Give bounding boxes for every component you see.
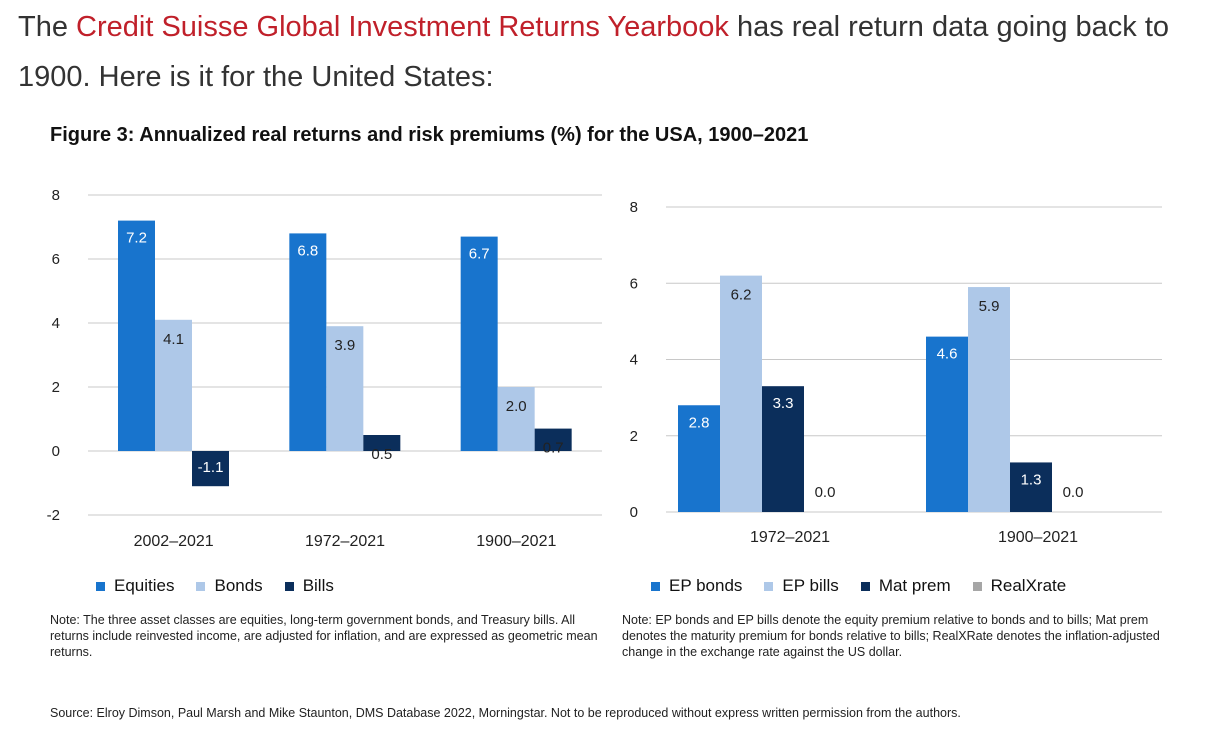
bar-ep-bonds — [678, 405, 720, 512]
legend-label: RealXrate — [990, 576, 1067, 595]
legend-item: EP bonds — [651, 576, 742, 596]
bar-bonds — [497, 387, 535, 451]
bar-value-label: 0.0 — [1063, 484, 1084, 501]
legend-item: RealXrate — [972, 576, 1067, 596]
legend-swatch — [764, 581, 774, 591]
legend-label: Bills — [302, 576, 334, 595]
intro-prefix: The — [18, 11, 77, 43]
source-note: Source: Elroy Dimson, Paul Marsh and Mik… — [50, 706, 961, 720]
legend-label: Equities — [114, 576, 175, 595]
bar-mat-prem — [1010, 462, 1052, 512]
bar-value-label: 4.1 — [163, 331, 184, 348]
note-right: Note: EP bonds and EP bills denote the e… — [622, 613, 1160, 659]
bar-bills — [363, 435, 401, 451]
y-tick-label: -2 — [47, 507, 60, 524]
legend-label: EP bills — [782, 576, 839, 595]
y-tick-label: 0 — [52, 443, 60, 460]
y-tick-label: 8 — [630, 199, 638, 216]
left-chart-legend: Equities Bonds Bills — [96, 576, 356, 596]
legend-label: Mat prem — [878, 576, 951, 595]
y-tick-label: 2 — [630, 428, 638, 445]
legend-swatch — [972, 581, 982, 591]
legend-item: Bonds — [196, 576, 263, 596]
bar-equities — [460, 236, 498, 451]
legend-item: Mat prem — [860, 576, 951, 596]
legend-swatch — [96, 581, 105, 591]
bar-bonds — [326, 326, 364, 451]
bar-mat-prem — [762, 386, 804, 512]
bar-ep-bills — [720, 275, 762, 512]
bar-value-label: 0.0 — [815, 484, 836, 501]
bar-bills — [534, 428, 572, 451]
intro-suffix: has real return data going back to 1900.… — [18, 11, 1170, 93]
x-category-label: 1900–2021 — [476, 533, 556, 550]
y-tick-label: 4 — [52, 315, 60, 332]
legend-swatch — [196, 581, 206, 591]
bar-value-label: 3.9 — [334, 337, 355, 354]
x-category-label: 1900–2021 — [998, 529, 1078, 546]
bar-value-label: 1.3 — [1021, 471, 1042, 488]
right-chart-legend: EP bonds EP bills Mat prem RealXrate — [651, 576, 1088, 596]
intro-paragraph: The Credit Suisse Global Investment Retu… — [18, 2, 1223, 102]
legend-item: EP bills — [764, 576, 839, 596]
legend-swatch — [284, 581, 294, 591]
bar-bonds — [155, 319, 192, 451]
right-bar-chart: 0 2 4 6 8 2.8 6.2 3.3 0.0 1972–2021 4.6 5.9 1.3 0.0 19… — [630, 199, 1162, 546]
left-bar-chart: -2 0 2 4 6 8 7.2 4.1 -1.1 2002–2021 6.8 3.9 0.5 1972–… — [47, 187, 602, 550]
y-tick-label: 0 — [630, 504, 638, 521]
legend-item: Bills — [284, 576, 334, 596]
y-tick-label: 4 — [630, 352, 638, 369]
bar-value-label: 2.8 — [689, 414, 710, 431]
legend-item: Equities — [96, 576, 174, 596]
bar-value-label: 3.3 — [773, 395, 794, 412]
bar-value-label: 4.6 — [937, 346, 958, 363]
y-tick-label: 8 — [52, 187, 60, 204]
legend-label: Bonds — [214, 576, 263, 595]
note-left: Note: The three asset classes are equiti… — [50, 613, 598, 659]
legend-swatch — [651, 581, 660, 591]
y-tick-label: 6 — [630, 275, 638, 292]
bar-equities — [118, 220, 155, 451]
bar-value-label: 5.9 — [979, 298, 1000, 315]
y-tick-label: 2 — [52, 379, 60, 396]
y-tick-label: 6 — [52, 251, 60, 268]
bar-bills — [192, 451, 229, 487]
bar-value-label: 7.2 — [126, 230, 147, 247]
bar-value-label: 6.8 — [297, 242, 318, 259]
bar-value-label: 6.2 — [731, 287, 752, 304]
bar-value-label: 0.7 — [543, 440, 564, 457]
bar-ep-bonds — [926, 336, 968, 512]
bar-ep-bills — [968, 287, 1010, 512]
x-category-label: 1972–2021 — [305, 533, 385, 550]
legend-label: EP bonds — [669, 576, 743, 595]
bar-value-label: 6.7 — [469, 246, 490, 263]
bar-value-label: 0.5 — [371, 446, 392, 463]
bar-value-label: -1.1 — [198, 459, 224, 476]
x-category-label: 1972–2021 — [750, 529, 830, 546]
x-category-label: 2002–2021 — [134, 533, 214, 550]
bar-equities — [289, 233, 327, 451]
bar-value-label: 2.0 — [506, 398, 527, 415]
legend-swatch — [860, 581, 870, 591]
figure-title: Figure 3: Annualized real returns and ri… — [50, 124, 809, 146]
credit-suisse-yearbook-link[interactable]: Credit Suisse Global Investment Returns … — [76, 11, 729, 43]
